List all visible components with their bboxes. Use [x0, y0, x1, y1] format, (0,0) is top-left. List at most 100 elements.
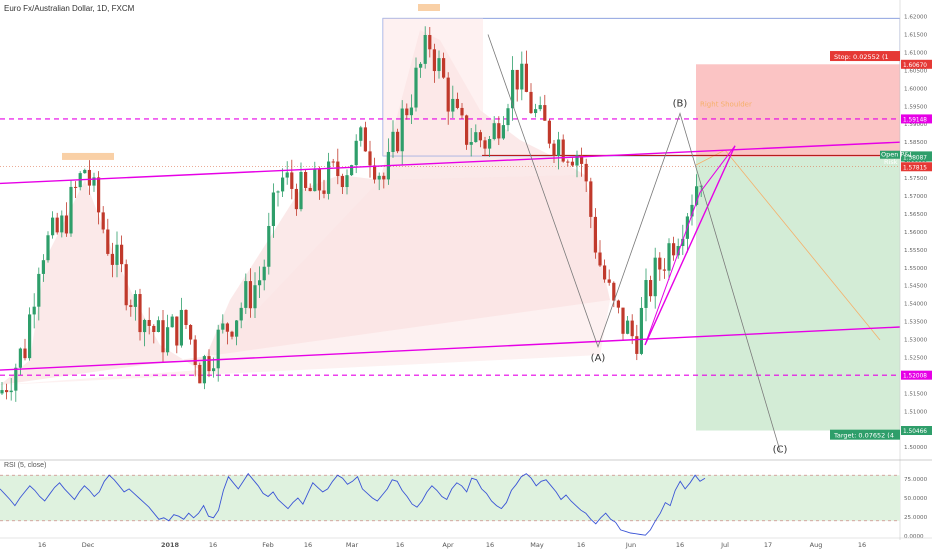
candle-body [557, 139, 561, 156]
candle-body [221, 323, 225, 330]
candle-body [322, 190, 326, 194]
rsi-line [0, 472, 706, 536]
candle-body [101, 212, 105, 230]
price-tag-label: 1.58087 [903, 155, 927, 161]
channel-upper-line [0, 141, 901, 185]
candle-body [46, 235, 50, 261]
candle-body [225, 323, 229, 332]
time-tick-label: 16 [486, 541, 494, 549]
candle-body [662, 269, 666, 271]
candle-body [690, 204, 694, 217]
candle-body [253, 285, 257, 309]
price-tick-label: 1.52500 [904, 356, 928, 362]
candle-body [161, 320, 165, 353]
candle-body [478, 132, 482, 141]
time-tick-label: 16 [577, 541, 585, 549]
candle-body [432, 49, 436, 72]
right-shoulder-label: Right Shoulder [700, 100, 752, 108]
candle-body [294, 188, 298, 210]
candle-body [184, 309, 188, 325]
candle-body [354, 140, 358, 166]
time-tick-label: Jun [625, 541, 636, 549]
candle-body [74, 186, 78, 188]
candle-body [327, 161, 331, 194]
candle-body [258, 280, 262, 286]
candle-body [345, 175, 349, 188]
candle-body [207, 356, 211, 372]
candle-body [202, 356, 206, 384]
candle-body [492, 123, 496, 140]
candle-body [14, 367, 18, 391]
rsi-band [0, 475, 900, 521]
candle-body [32, 306, 36, 315]
candle-body [5, 390, 9, 393]
candle-body [612, 282, 616, 301]
candle-body [106, 229, 110, 254]
rising-trendline [644, 145, 736, 346]
candle-body [584, 163, 588, 182]
candle-body [414, 67, 418, 108]
candle-body [515, 69, 519, 90]
wave-label-a: (A) [591, 353, 606, 364]
target-zone [696, 156, 900, 431]
candle-body [41, 260, 45, 274]
candle-body [695, 186, 699, 205]
candle-body [681, 238, 685, 247]
candle-body [570, 161, 574, 166]
candle-body [520, 63, 524, 90]
candle-body [340, 176, 344, 188]
candle-body [437, 58, 441, 72]
candle-body [607, 279, 611, 283]
wave-label-b: (B) [673, 98, 688, 109]
price-tick-label: 1.61500 [904, 33, 928, 39]
candle-body [115, 244, 119, 265]
candle-body [672, 243, 676, 256]
candle-body [120, 244, 124, 265]
candle-body [428, 35, 432, 50]
candle-body [409, 107, 413, 116]
price-tick-label: 1.53000 [904, 338, 928, 344]
candle-body [667, 243, 671, 271]
candle-body [501, 125, 505, 139]
candle-body [212, 368, 216, 372]
price-tick-label: 1.55500 [904, 248, 928, 254]
candle-body [534, 109, 538, 114]
rsi-title: RSI (5, close) [4, 462, 47, 469]
price-tick-label: 1.59000 [904, 122, 928, 128]
price-tag-label: 1.59148 [903, 117, 927, 123]
price-tick-label: 1.62000 [904, 15, 928, 21]
candle-body [511, 69, 515, 109]
candle-body [460, 107, 464, 116]
candle-body [193, 339, 197, 365]
candle-body [455, 98, 459, 108]
abc-wave-line [487, 34, 781, 451]
time-tick-label: Apr [442, 541, 454, 549]
chart-title: Euro Fx/Australian Dollar, 1D, FXCM [4, 4, 135, 13]
rsi-tick-label: 75.0000 [904, 477, 928, 483]
candle-body [350, 165, 354, 176]
price-tick-label: 1.56000 [904, 230, 928, 236]
candle-body [396, 131, 400, 152]
candle-body [97, 177, 101, 213]
candle-body [262, 266, 266, 281]
candle-body [175, 316, 179, 346]
price-tick-label: 1.57500 [904, 176, 928, 182]
candle-body [152, 325, 156, 332]
candle-body [37, 273, 41, 307]
candle-body [143, 319, 147, 333]
price-tick-label: 1.51000 [904, 409, 928, 415]
candle-body [336, 161, 340, 177]
candle-body [538, 105, 542, 110]
head-tag [418, 4, 440, 11]
candle-body [451, 98, 455, 112]
candle-body [580, 155, 584, 164]
rsi-tick-label: 25.0000 [904, 515, 928, 521]
candle-body [129, 305, 133, 307]
candle-body [198, 364, 202, 384]
candle-body [69, 186, 73, 234]
rsi-tick-label: 0.0000 [904, 534, 924, 540]
candle-body [644, 280, 648, 308]
candle-body [92, 177, 96, 186]
candle-body [230, 331, 234, 337]
